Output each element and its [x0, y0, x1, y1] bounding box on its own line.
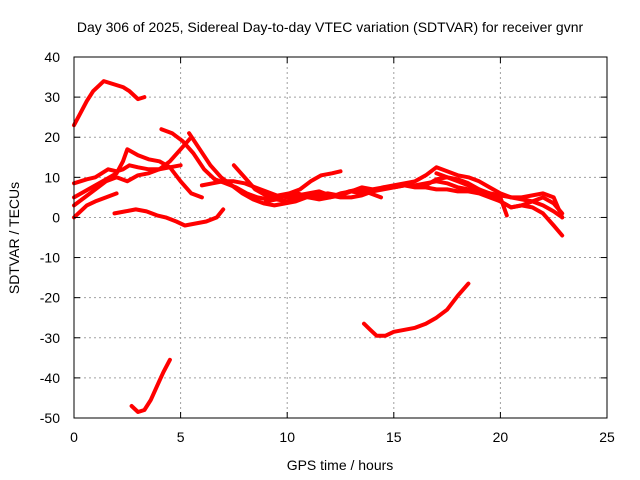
series-layer [72, 79, 565, 414]
y-tick-label: -50 [40, 410, 60, 426]
y-tick-label: 40 [44, 49, 60, 65]
y-tick-label: -30 [40, 330, 60, 346]
y-tick-label: 20 [44, 129, 60, 145]
x-axis-label: GPS time / hours [287, 457, 394, 473]
series-line-arc-6 [112, 207, 226, 228]
tick-marks [73, 56, 608, 419]
x-tick-label: 5 [177, 429, 185, 445]
plot-frame [73, 56, 608, 419]
x-tick-label: 20 [493, 429, 509, 445]
y-tick-labels: -50 -40 -30 -20 -10 0 10 20 30 40 [40, 49, 60, 426]
y-tick-label: 30 [44, 89, 60, 105]
x-tick-label: 15 [386, 429, 402, 445]
x-tick-label: 0 [70, 429, 78, 445]
series-line-arc-7 [159, 127, 343, 202]
x-tick-labels: 0 5 10 15 20 25 [70, 429, 615, 445]
series-line-arc-4 [72, 135, 194, 208]
x-tick-label: 25 [599, 429, 615, 445]
series-line-arc-13 [434, 171, 509, 218]
y-tick-label: 10 [44, 169, 60, 185]
y-axis-label: SDTVAR / TECUs [6, 182, 22, 294]
y-tick-label: -20 [40, 290, 60, 306]
y-tick-label: -40 [40, 370, 60, 386]
series-line-arc-10 [231, 163, 565, 220]
grid [74, 57, 607, 418]
x-tick-label: 10 [279, 429, 295, 445]
series-line-arc-1 [72, 79, 147, 128]
series-line-arc-3 [72, 147, 204, 200]
series-line-arc-5 [72, 191, 119, 220]
series-line-arc-14 [362, 281, 471, 338]
chart-title: Day 306 of 2025, Sidereal Day-to-day VTE… [77, 19, 584, 35]
y-tick-label: -10 [40, 250, 60, 266]
y-tick-label: 0 [52, 209, 60, 225]
series-line-arc-15 [129, 357, 172, 414]
